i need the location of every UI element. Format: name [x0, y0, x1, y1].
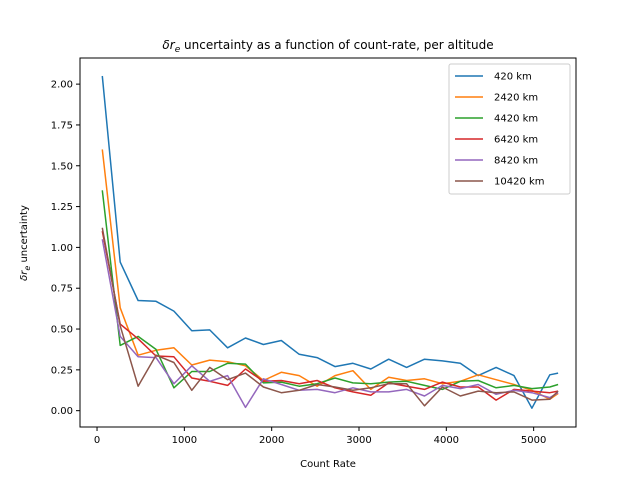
series-line-1 [101, 149, 559, 400]
x-tick-label: 1000 [172, 435, 197, 446]
y-tick-label: 2.00 [51, 80, 73, 91]
x-tick-label: 2000 [259, 435, 284, 446]
x-tick-label: 5000 [521, 435, 546, 446]
y-tick-label: 0.50 [51, 325, 73, 336]
series-line-4 [101, 239, 559, 409]
x-axis-ticks: 0 1000 2000 3000 4000 5000 [94, 427, 546, 446]
chart-title: δre uncertainty as a function of count-r… [162, 38, 493, 55]
series-line-0 [101, 75, 559, 409]
legend-label-0: 420 km [494, 72, 532, 83]
series-lines [101, 75, 559, 409]
legend-label-1: 2420 km [494, 93, 538, 104]
legend-label-2: 4420 km [494, 114, 538, 125]
y-tick-label: 1.00 [51, 243, 73, 254]
axes-frame [79, 57, 577, 428]
y-tick-label: 1.75 [51, 120, 73, 131]
legend: 420 km 2420 km 4420 km 6420 km 8420 km 10420 … [448, 63, 571, 195]
series-line-2 [101, 190, 559, 391]
legend-label-4: 8420 km [494, 156, 538, 167]
legend-label-5: 10420 km [494, 177, 545, 188]
legend-box [448, 63, 571, 195]
y-axis-label: δre uncertainty [19, 205, 32, 281]
y-tick-label: 1.50 [51, 161, 73, 172]
series-line-3 [101, 230, 559, 401]
y-tick-label: 0.75 [51, 284, 73, 295]
series-line-5 [101, 227, 559, 407]
x-tick-label: 0 [94, 435, 100, 446]
legend-label-3: 6420 km [494, 135, 538, 146]
x-tick-label: 4000 [434, 435, 459, 446]
y-tick-label: 0.00 [51, 406, 73, 417]
x-tick-label: 3000 [346, 435, 371, 446]
x-axis-label: Count Rate [300, 459, 356, 470]
y-tick-label: 0.25 [51, 365, 73, 376]
y-axis-ticks: 0.00 0.25 0.50 0.75 1.00 1.25 1.50 1.75 2.00 [51, 80, 80, 417]
y-tick-label: 1.25 [51, 202, 73, 213]
